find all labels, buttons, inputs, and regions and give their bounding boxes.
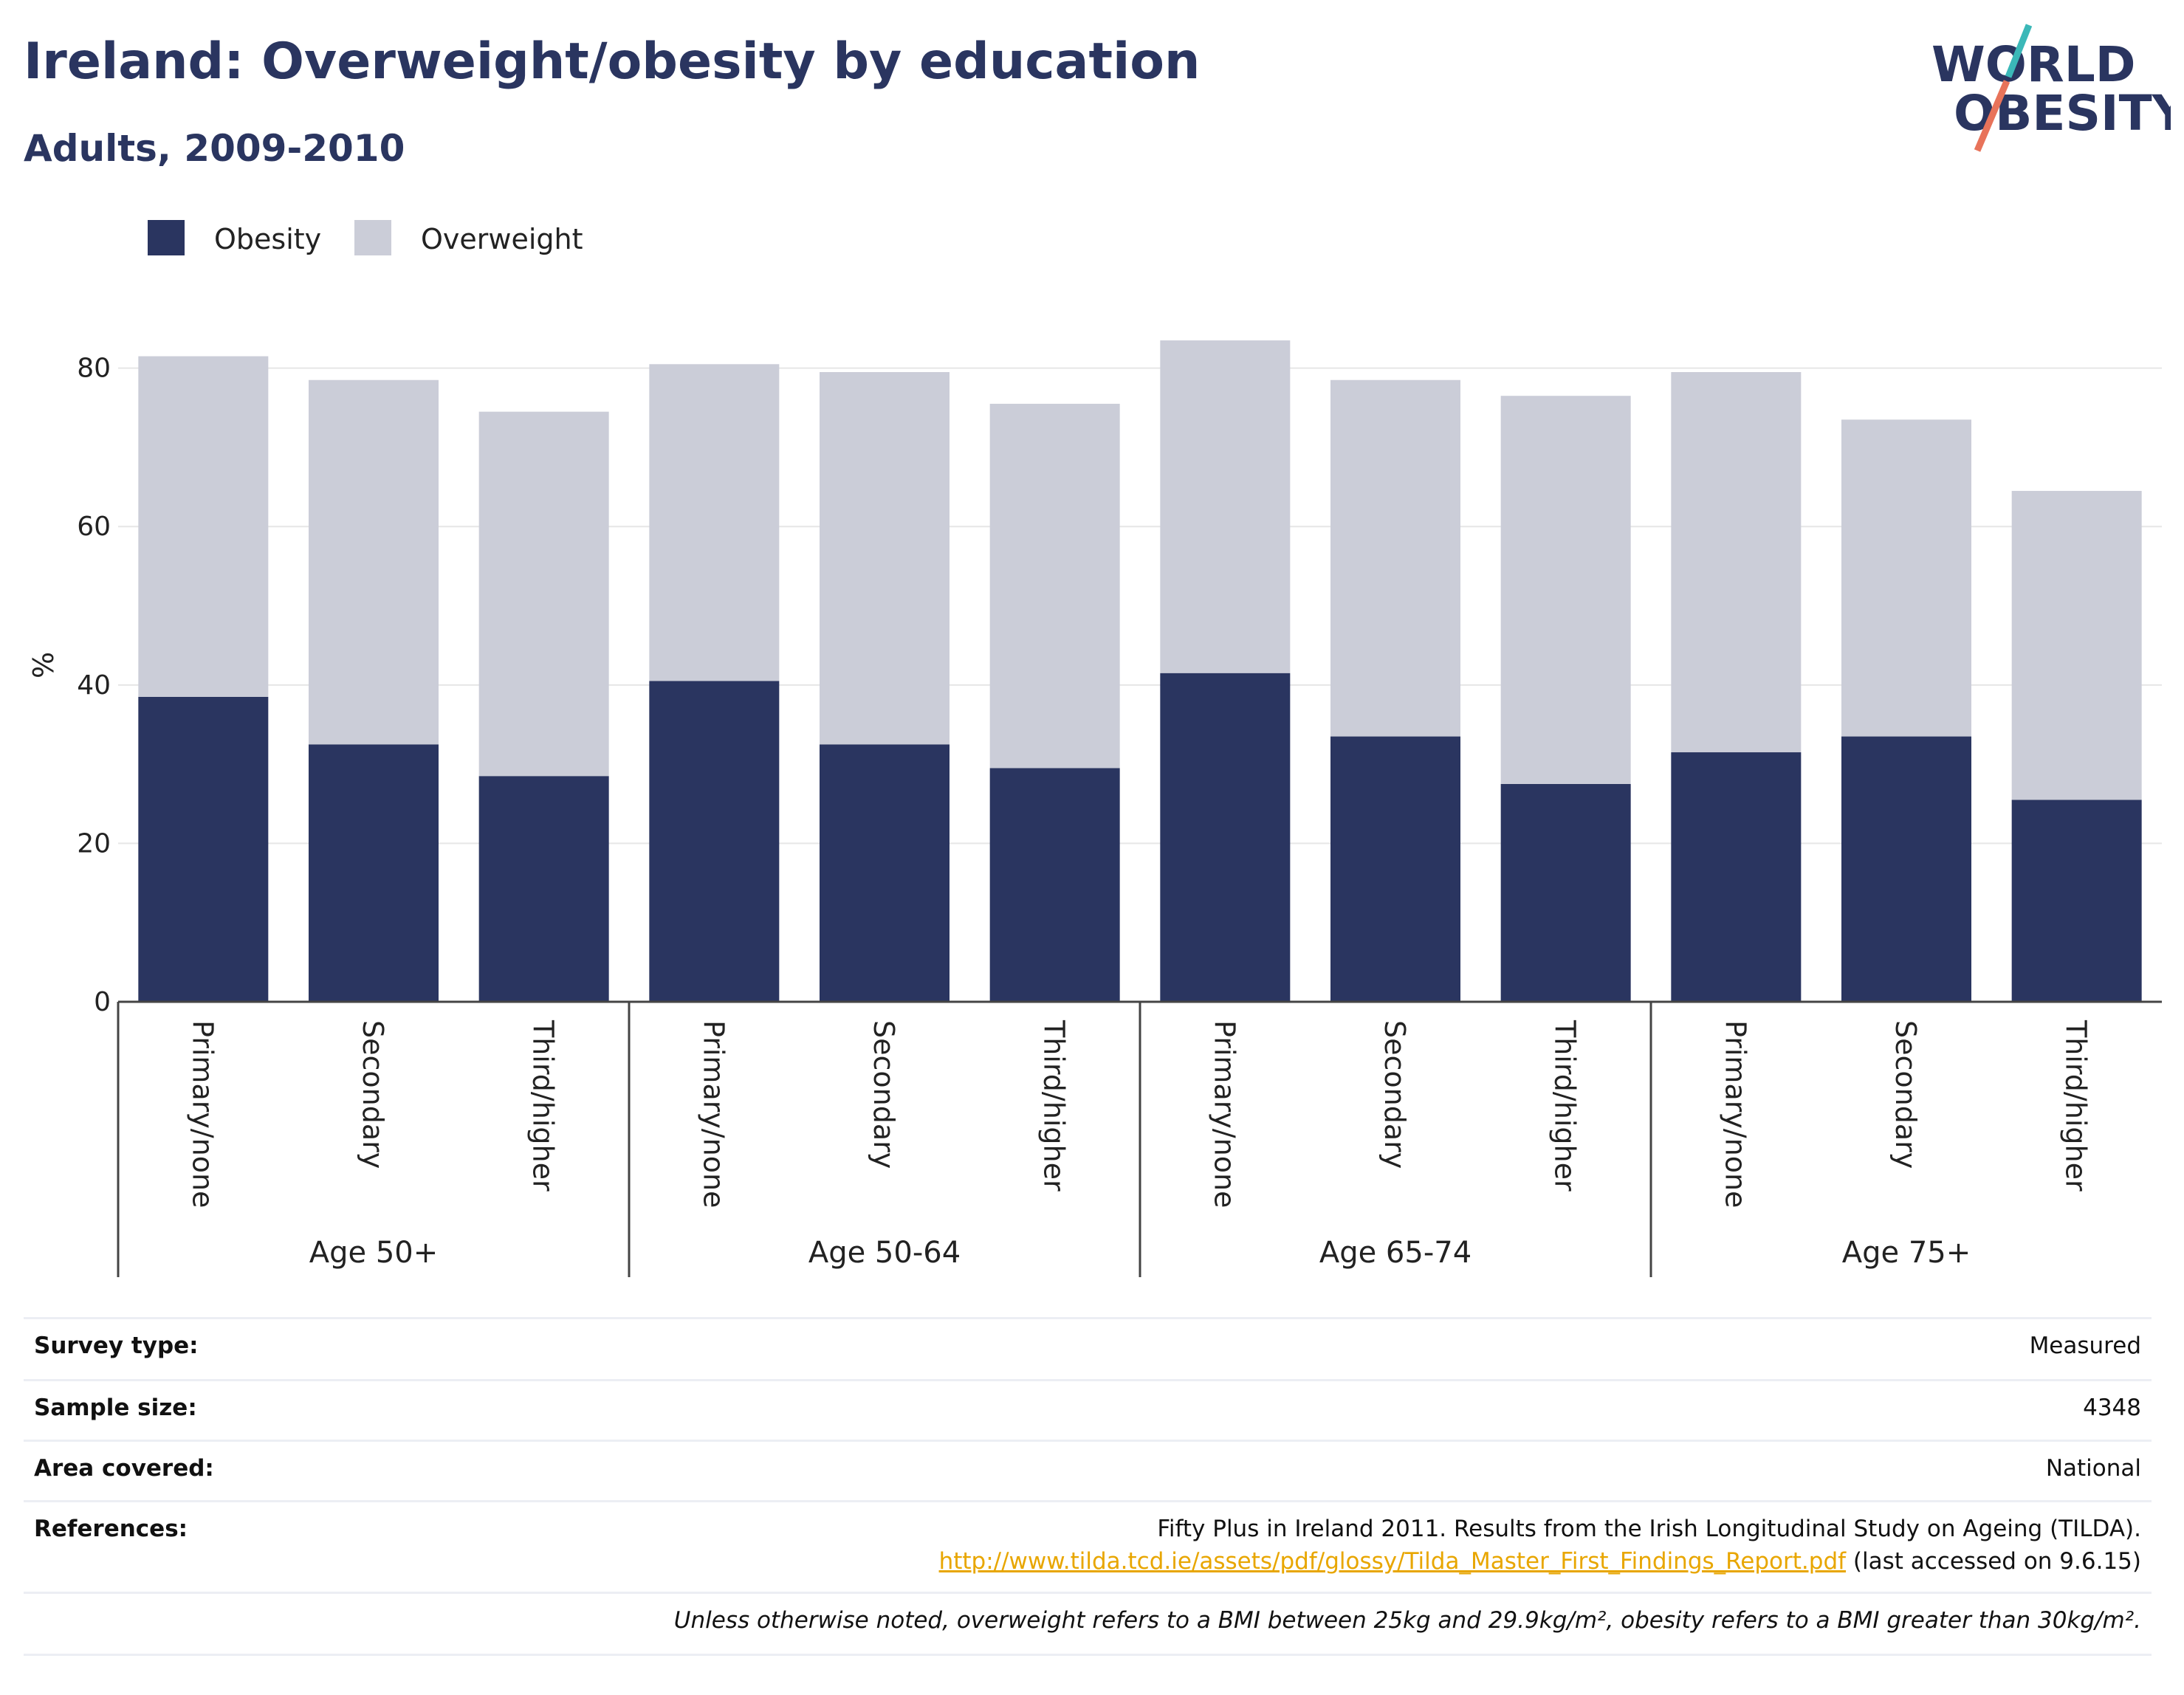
bar-obesity-11: [2011, 800, 2142, 1002]
y-tick-label: 0: [94, 987, 111, 1017]
bar-obesity-7: [1330, 736, 1460, 1002]
sample-size-row: Sample size: 4348: [24, 1381, 2152, 1442]
bar-overweight-6: [1160, 340, 1291, 673]
x-category-label: Secondary: [868, 1020, 900, 1169]
area-covered-label: Area covered:: [34, 1455, 214, 1482]
x-group-label: Age 75+: [1842, 1236, 1971, 1270]
references-value: Fifty Plus in Ireland 2011. Results from…: [939, 1513, 2141, 1578]
x-group-label: Age 65-74: [1319, 1236, 1472, 1270]
bar-overweight-11: [2011, 490, 2142, 800]
bar-obesity-1: [309, 744, 439, 1002]
world-obesity-logo: WORLD OBESITY: [1931, 24, 2171, 152]
area-covered-row: Area covered: National: [24, 1442, 2152, 1502]
x-group-label: Age 50+: [309, 1236, 439, 1270]
bar-overweight-9: [1671, 372, 1802, 753]
x-category-label: Third/higher: [1038, 1020, 1071, 1192]
x-category-label: Primary/none: [1208, 1020, 1240, 1208]
x-category-label: Secondary: [1378, 1020, 1411, 1169]
chart-title: Ireland: Overweight/obesity by education: [24, 32, 1201, 91]
x-category-label: Primary/none: [697, 1020, 729, 1208]
chart-legend: Obesity Overweight: [148, 220, 583, 255]
references-label: References:: [34, 1516, 188, 1542]
sample-size-value: 4348: [2083, 1395, 2141, 1421]
references-row: References: Fifty Plus in Ireland 2011. …: [24, 1502, 2152, 1594]
y-axis-label: %: [27, 652, 60, 678]
reference-text: Fifty Plus in Ireland 2011. Results from…: [1157, 1516, 2141, 1542]
gridlines: [118, 367, 2162, 845]
bars: [138, 340, 2142, 1002]
bar-overweight-1: [309, 379, 439, 745]
logo-slash-coral: [1974, 80, 2010, 152]
x-category-label: Third/higher: [527, 1020, 560, 1192]
y-tick-label: 80: [77, 354, 111, 384]
reference-accessed: (last accessed on 9.6.15): [1852, 1548, 2141, 1575]
sample-size-label: Sample size:: [34, 1395, 197, 1421]
legend-label-obesity: Obesity: [214, 223, 321, 255]
area-covered-value: National: [2045, 1455, 2141, 1482]
logo-slash-teal: [2005, 24, 2033, 78]
logo-word-world: WORLD: [1931, 36, 2136, 93]
legend-label-overweight: Overweight: [421, 223, 583, 255]
x-category-label: Third/higher: [1549, 1020, 1582, 1192]
bar-overweight-7: [1330, 379, 1460, 737]
bar-overweight-5: [989, 403, 1120, 769]
x-category-label: Secondary: [357, 1020, 389, 1169]
bar-overweight-4: [820, 372, 950, 745]
survey-type-value: Measured: [2029, 1333, 2141, 1359]
x-category-label: Primary/none: [1719, 1020, 1751, 1208]
bar-overweight-2: [478, 411, 609, 777]
bar-obesity-0: [138, 696, 269, 1002]
bar-obesity-6: [1160, 673, 1291, 1002]
footnote-row: Unless otherwise noted, overweight refer…: [24, 1594, 2152, 1656]
y-tick-label: 20: [77, 828, 111, 859]
bar-obesity-3: [649, 681, 780, 1002]
bar-obesity-5: [989, 768, 1120, 1002]
legend-swatch-overweight: [354, 220, 391, 255]
x-category-label: Secondary: [1889, 1020, 1922, 1169]
legend-swatch-obesity: [148, 220, 185, 255]
axis-labels: 0 20 40 60 80% Primary/none Secondary Third/hig…: [27, 354, 2092, 1270]
bmi-footnote: Unless otherwise noted, overweight refer…: [673, 1607, 2141, 1634]
bar-obesity-2: [478, 776, 609, 1002]
bar-obesity-4: [820, 744, 950, 1002]
bar-obesity-8: [1500, 783, 1631, 1002]
survey-type-label: Survey type:: [34, 1333, 199, 1359]
x-category-label: Third/higher: [2060, 1020, 2092, 1192]
info-table: Survey type: Measured Sample size: 4348 …: [24, 1317, 2152, 1656]
x-group-label: Age 50-64: [808, 1236, 961, 1270]
bar-overweight-0: [138, 356, 269, 697]
bar-overweight-10: [1841, 419, 1971, 737]
y-tick-label: 40: [77, 670, 111, 701]
axes: [117, 1000, 2162, 1277]
bar-obesity-9: [1671, 752, 1802, 1002]
bar-obesity-10: [1841, 736, 1971, 1002]
bar-overweight-3: [649, 364, 780, 681]
y-tick-label: 60: [77, 512, 111, 542]
bar-chart: Obesity Overweight 0 20 40 60 80% Primary/none…: [27, 220, 2162, 1277]
chart-subtitle: Adults, 2009-2010: [24, 127, 405, 170]
bar-overweight-8: [1500, 396, 1631, 784]
reference-link[interactable]: http://www.tilda.tcd.ie/assets/pdf/gloss…: [938, 1548, 1847, 1575]
x-category-label: Primary/none: [186, 1020, 219, 1208]
survey-type-row: Survey type: Measured: [24, 1319, 2152, 1381]
